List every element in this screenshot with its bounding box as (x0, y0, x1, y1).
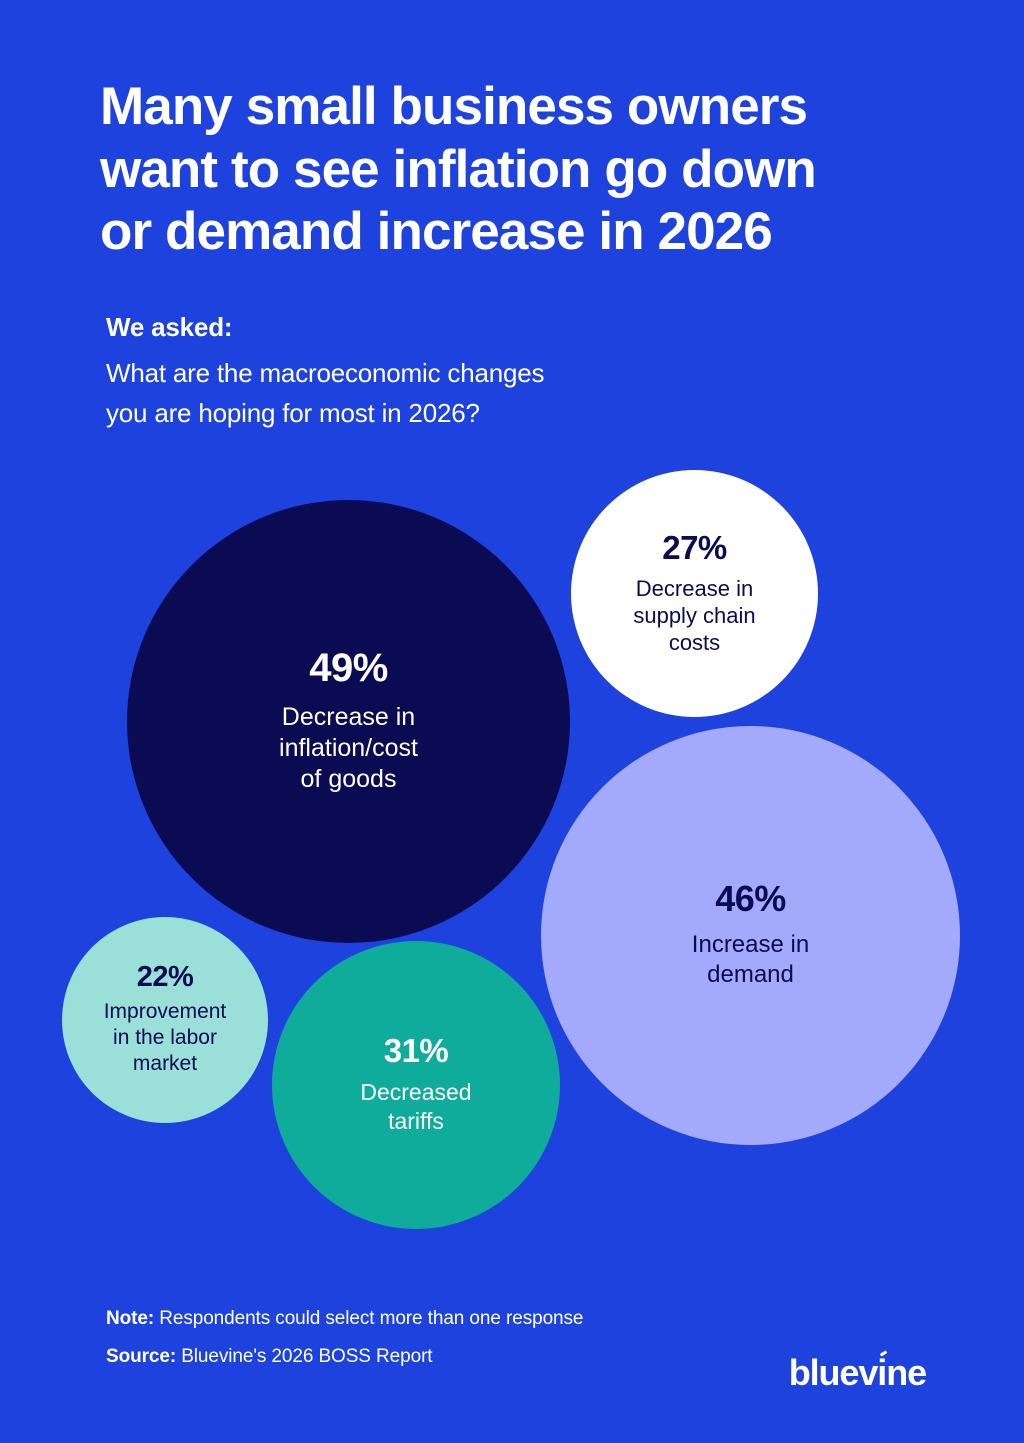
footnote-note-text: Respondents could select more than one r… (159, 1308, 584, 1330)
footnote-note: Note: Respondents could select more than… (106, 1308, 926, 1330)
logo-accent-i: i (877, 1352, 887, 1393)
bubble-tariffs: 31% Decreased tariffs (272, 941, 560, 1229)
we-asked-label: We asked: (106, 312, 233, 342)
bubble-labor-market-percent: 22% (136, 960, 194, 993)
bubble-labor-market: 22% Improvement in the labor market (62, 917, 268, 1123)
survey-question-text: What are the macroeconomic changes you a… (106, 354, 746, 433)
logo-text-part2: ne (886, 1352, 927, 1393)
bubble-supply-chain-label: Decrease in supply chain costs (633, 575, 756, 656)
bubble-demand: 46% Increase in demand (541, 726, 960, 1145)
question-line-2: you are hoping for most in 2026? (106, 397, 480, 428)
footer: Note: Respondents could select more than… (106, 1308, 927, 1390)
bubble-supply-chain: 27% Decrease in supply chain costs (571, 470, 818, 717)
headline-line-2: want to see inflation go down (100, 139, 817, 199)
page-title: Many small business owners want to see i… (100, 76, 930, 264)
survey-question-block: We asked: What are the macroeconomic cha… (106, 310, 746, 433)
footnote-source-text: Bluevine's 2026 BOSS Report (181, 1346, 433, 1368)
bubble-tariffs-percent: 31% (383, 1032, 449, 1070)
bubble-demand-percent: 46% (715, 878, 786, 920)
bubble-demand-label: Increase in demand (691, 931, 810, 988)
footnote-note-label: Note: (106, 1308, 155, 1330)
headline-line-3: or demand increase in 2026 (100, 202, 773, 262)
bubble-supply-chain-percent: 27% (662, 528, 727, 566)
bubble-inflation: 49% Decrease in inflation/cost of goods (127, 500, 570, 943)
footnote-source: Source: Bluevine's 2026 BOSS Report (106, 1346, 926, 1368)
bubble-tariffs-label: Decreased tariffs (360, 1079, 472, 1134)
logo-text-part1: bluev (788, 1352, 879, 1393)
footnote-source-label: Source: (106, 1346, 177, 1368)
bubble-inflation-percent: 49% (309, 646, 388, 690)
bluevine-logo: bluevine (788, 1352, 927, 1393)
bubble-labor-market-label: Improvement in the labor market (103, 999, 227, 1076)
headline-line-1: Many small business owners (100, 77, 808, 136)
bubble-inflation-label: Decrease in inflation/cost of goods (279, 703, 418, 793)
question-line-1: What are the macroeconomic changes (106, 358, 545, 389)
